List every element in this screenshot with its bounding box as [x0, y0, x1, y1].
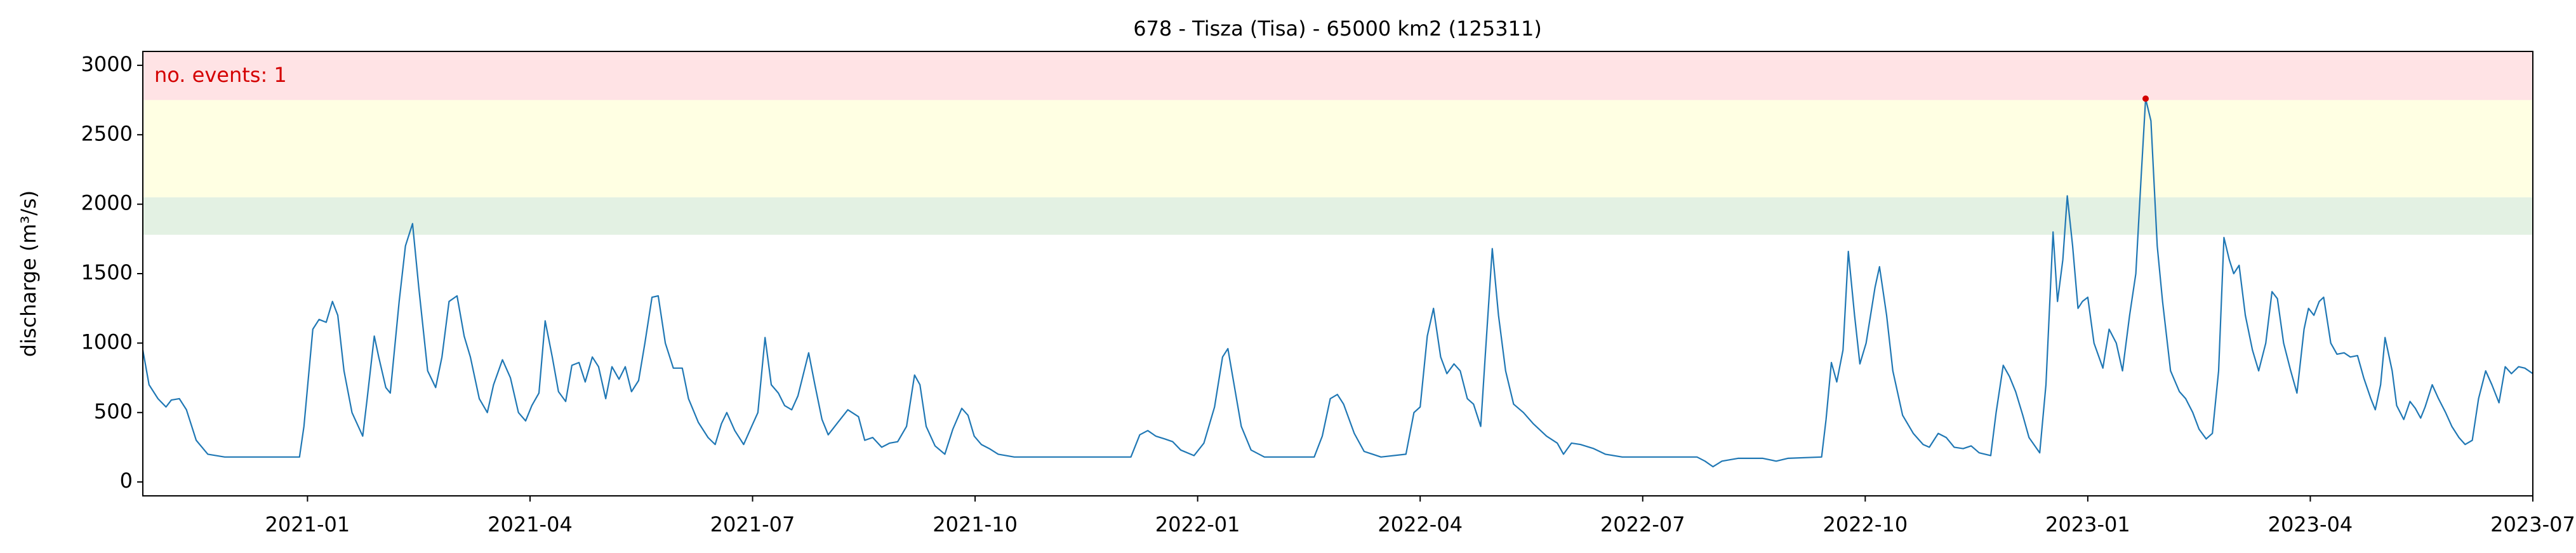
x-tick-label: 2022-01 [1155, 512, 1240, 536]
x-tick-label: 2023-01 [2045, 512, 2130, 536]
x-tick-label: 2021-10 [933, 512, 1018, 536]
event-marker [2142, 95, 2149, 102]
x-tick-label: 2022-07 [1600, 512, 1685, 536]
chart-title: 678 - Tisza (Tisa) - 65000 km2 (125311) [1133, 17, 1542, 41]
y-tick-label: 2500 [81, 121, 133, 145]
y-tick-label: 0 [120, 469, 133, 493]
x-tick-label: 2023-04 [2268, 512, 2353, 536]
events-annotation: no. events: 1 [154, 63, 287, 87]
y-axis-label: discharge (m³/s) [17, 190, 41, 357]
x-tick-label: 2021-07 [710, 512, 795, 536]
y-tick-label: 3000 [81, 52, 133, 76]
threshold-band [143, 100, 2533, 197]
x-tick-label: 2021-04 [488, 512, 573, 536]
y-tick-label: 2000 [81, 191, 133, 215]
y-tick-label: 1000 [81, 330, 133, 354]
discharge-line [142, 98, 2533, 468]
x-tick-label: 2021-01 [265, 512, 350, 536]
threshold-band [143, 197, 2533, 235]
threshold-band [143, 51, 2533, 100]
y-tick-label: 500 [94, 399, 133, 423]
y-tick-label: 1500 [81, 260, 133, 284]
x-tick-label: 2023-07 [2490, 512, 2575, 536]
x-tick-label: 2022-04 [1378, 512, 1463, 536]
x-tick-label: 2022-10 [1822, 512, 1908, 536]
